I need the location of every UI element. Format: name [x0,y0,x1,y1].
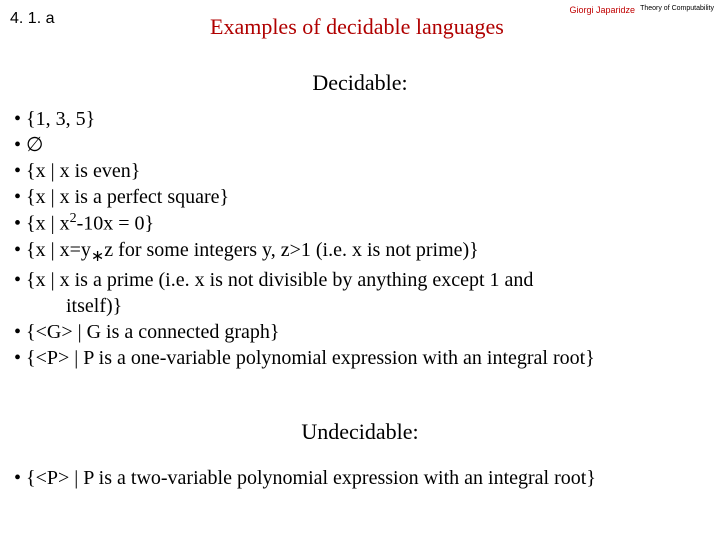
decidable-list: • {1, 3, 5} • ∅ • {x | x is even} • {x |… [0,106,720,371]
list-item: • {x | x is a perfect square} [14,184,710,210]
list-item: • {<G> | G is a connected graph} [14,319,710,345]
list-item: • {1, 3, 5} [14,106,710,132]
header-section: 4. 1. a Examples of decidable languages … [0,0,720,40]
course-name: Theory of Computability [640,5,714,12]
undecidable-list: • {<P> | P is a two-variable polynomial … [0,465,720,491]
list-item: • {x | x=y∗z for some integers y, z>1 (i… [14,237,710,268]
decidable-heading: Decidable: [0,70,720,96]
author-name: Giorgi Japaridze [569,5,635,15]
main-title: Examples of decidable languages [210,14,504,40]
section-number: 4. 1. a [10,10,54,28]
list-item: • {x | x is a prime (i.e. x is not divis… [14,267,710,293]
list-item: • {x | x is even} [14,158,710,184]
list-item: • {<P> | P is a two-variable polynomial … [14,465,710,491]
list-item: • ∅ [14,132,710,158]
list-item-continuation: itself)} [14,293,710,319]
list-item: • {<P> | P is a one-variable polynomial … [14,345,710,371]
list-item: • {x | x2-10x = 0} [14,210,710,237]
undecidable-heading: Undecidable: [0,419,720,445]
